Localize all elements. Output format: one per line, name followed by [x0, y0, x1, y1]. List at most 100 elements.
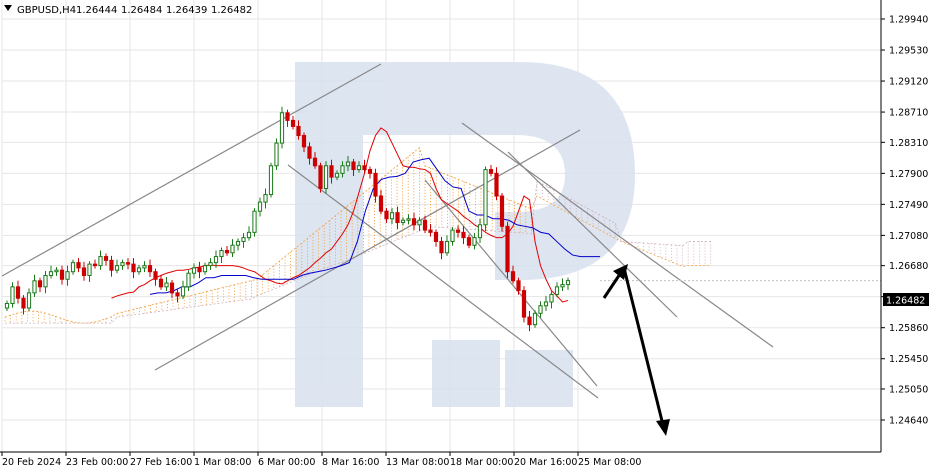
- candle: [384, 208, 389, 223]
- candle-body: [87, 263, 92, 276]
- candle: [422, 215, 428, 234]
- candle: [461, 226, 466, 245]
- candle-body: [329, 165, 334, 178]
- candle: [87, 261, 92, 282]
- candle: [109, 255, 114, 277]
- candle-body: [65, 271, 70, 280]
- candle: [538, 301, 543, 318]
- watermark-logo: [295, 62, 635, 407]
- candle-body: [400, 219, 406, 224]
- collapse-triangle-icon[interactable]: [4, 5, 12, 11]
- candle: [290, 115, 296, 130]
- candle: [532, 310, 538, 328]
- candle: [510, 265, 516, 284]
- candle-body: [499, 195, 505, 227]
- trend-line: [1, 63, 382, 277]
- candle: [400, 217, 406, 226]
- candle-body: [263, 194, 268, 203]
- trend-line: [461, 122, 774, 348]
- time-tick-label: 20 Mar 16:00: [514, 457, 577, 468]
- candle-body: [191, 267, 197, 274]
- candle-body: [318, 165, 323, 189]
- candle-body: [169, 282, 175, 294]
- candle: [208, 258, 213, 270]
- candle: [488, 165, 494, 177]
- candle: [373, 168, 378, 203]
- candle: [235, 238, 241, 251]
- candle: [257, 197, 263, 217]
- candle: [230, 239, 235, 257]
- candle-body: [241, 237, 246, 242]
- candle-body: [461, 231, 466, 239]
- candle-body: [389, 212, 395, 220]
- candle-body: [285, 112, 290, 121]
- candle-body: [560, 284, 565, 288]
- candle-body: [340, 165, 345, 174]
- candle-body: [268, 165, 274, 196]
- price-tick-label: 1.24640: [889, 416, 928, 427]
- symbol-label: GBPUSD,H4: [17, 5, 76, 16]
- candle: [21, 295, 26, 315]
- candle-body: [70, 262, 76, 273]
- candle: [263, 188, 268, 209]
- candle-body: [345, 161, 351, 167]
- candle: [450, 227, 455, 246]
- candle: [274, 138, 279, 170]
- candle: [406, 214, 411, 225]
- candle: [378, 189, 384, 215]
- candle-body: [521, 290, 527, 318]
- candle: [521, 286, 527, 323]
- candle-body: [356, 165, 362, 171]
- candle: [26, 288, 32, 312]
- forecast-arrowhead-down: [656, 419, 670, 436]
- candle-body: [246, 231, 252, 239]
- candle: [202, 262, 208, 275]
- candle-body: [109, 259, 114, 271]
- candle: [433, 229, 439, 247]
- candle: [439, 236, 444, 260]
- candle: [98, 250, 103, 270]
- candle-body: [367, 169, 373, 174]
- candle: [114, 259, 120, 274]
- time-tick-label: 23 Feb 00:00: [66, 457, 128, 468]
- candle: [164, 277, 169, 291]
- candle: [103, 253, 109, 266]
- candle-body: [301, 135, 307, 148]
- candle-body: [549, 293, 554, 303]
- candle: [142, 261, 147, 273]
- candle: [466, 234, 472, 249]
- candle-body: [373, 172, 378, 197]
- candle-body: [10, 286, 15, 304]
- candle: [268, 162, 274, 198]
- candle-body: [26, 292, 32, 309]
- candle-body: [186, 272, 191, 288]
- price-tag-background: [883, 293, 929, 306]
- senkou-span-a: [4, 146, 711, 324]
- candle-body: [252, 210, 257, 233]
- candle: [59, 265, 65, 285]
- candle: [147, 259, 153, 278]
- candle-body: [483, 169, 488, 226]
- price-tag-text: 1.26482: [886, 296, 925, 307]
- candle-body: [455, 229, 461, 233]
- candle-body: [213, 256, 219, 264]
- candle-body: [224, 250, 230, 254]
- trend-line: [424, 179, 598, 387]
- candle: [241, 233, 246, 248]
- candle: [76, 258, 81, 273]
- candle-body: [21, 297, 26, 309]
- candle-body: [257, 201, 263, 212]
- candle-body: [395, 212, 400, 224]
- candle-body: [527, 316, 532, 326]
- candle-body: [532, 312, 538, 326]
- candle-body: [466, 237, 472, 246]
- time-tick-label: 27 Feb 16:00: [130, 457, 192, 468]
- candle: [312, 152, 318, 169]
- candle: [296, 120, 301, 140]
- candlesticks: [4, 106, 571, 332]
- candle-body: [351, 161, 356, 171]
- candle-body: [180, 286, 186, 297]
- trend-line: [287, 164, 599, 399]
